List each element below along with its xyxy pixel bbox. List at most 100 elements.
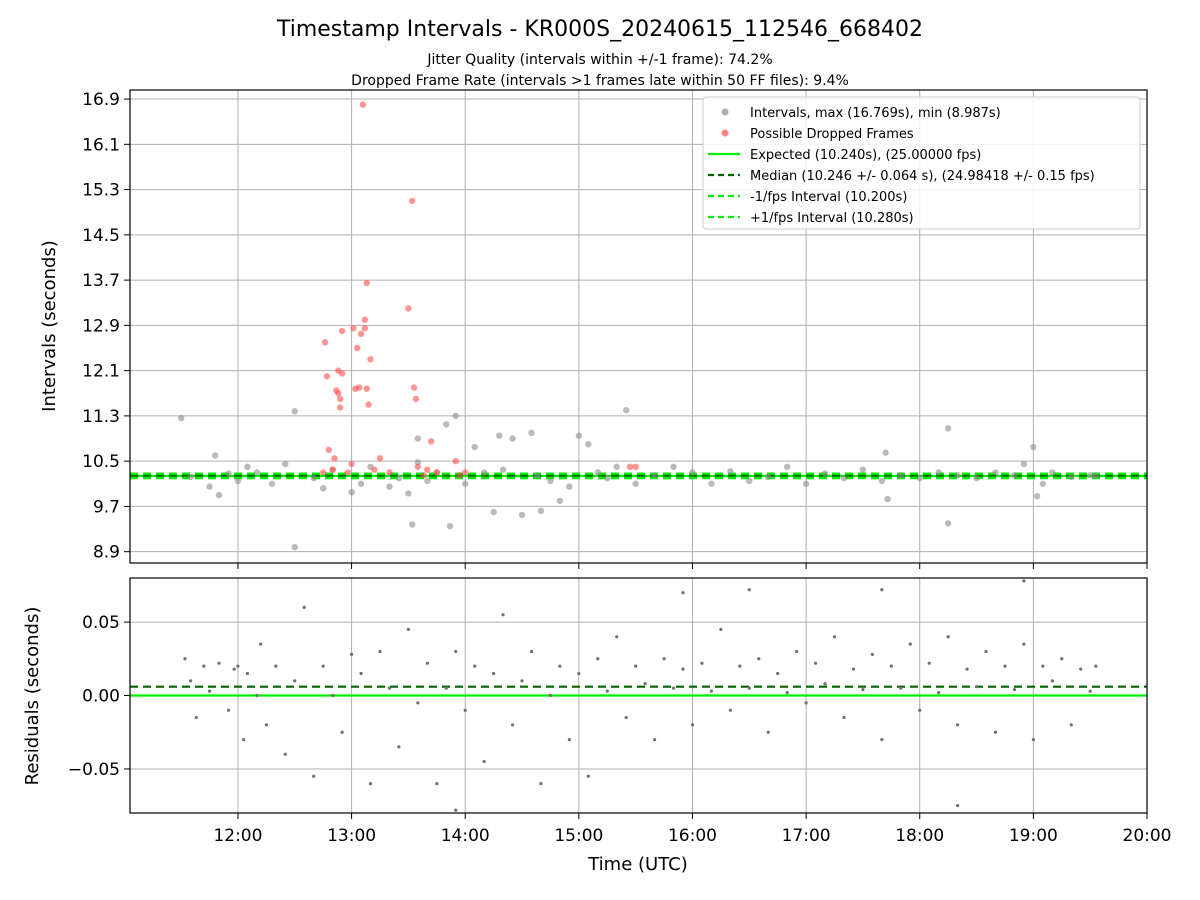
residuals-point xyxy=(956,723,960,727)
intervals-y-ticks: 8.9 9.7 10.5 11.3 12.1 12.9 13.7 14.5 15.3 16.1 16… xyxy=(82,90,130,563)
intervals-point xyxy=(821,470,829,477)
possible-dropped-frames-point xyxy=(363,279,370,287)
possible-dropped-frames-point xyxy=(337,395,344,403)
residuals-point xyxy=(387,686,392,690)
bot-y-tick-label: 0.00 xyxy=(82,687,120,707)
possible-dropped-frames-point xyxy=(361,324,369,332)
intervals-point xyxy=(234,477,242,485)
intervals-point xyxy=(765,473,772,481)
possible-dropped-frames-point xyxy=(337,404,344,411)
intervals-point xyxy=(859,466,867,473)
residuals-point xyxy=(1069,723,1073,727)
intervals-point xyxy=(1049,469,1056,476)
intervals-point xyxy=(1020,460,1028,468)
top-y-tick-label: 12.1 xyxy=(82,362,120,382)
possible-dropped-frames-point xyxy=(350,324,357,332)
bot-y-tick-label: 0.05 xyxy=(82,613,120,633)
x-tick-label: 19:00 xyxy=(1009,826,1058,846)
residuals-point xyxy=(539,782,543,786)
residuals-point xyxy=(232,667,236,671)
intervals-point xyxy=(446,523,454,530)
residuals-point xyxy=(785,690,789,695)
legend-marker xyxy=(721,129,729,137)
intervals-point xyxy=(443,421,450,428)
intervals-point xyxy=(528,429,535,437)
intervals-point xyxy=(651,472,658,479)
possible-dropped-frames-point xyxy=(331,455,338,462)
residuals-point xyxy=(634,664,638,668)
x-tick-label: 14:00 xyxy=(441,826,490,846)
intervals-point xyxy=(319,485,327,492)
residuals-y-ticks: −0.05 0.00 0.05 xyxy=(68,613,130,780)
residuals-point xyxy=(974,685,979,689)
residuals-point xyxy=(444,686,448,690)
residuals-point xyxy=(274,664,278,668)
residuals-point xyxy=(652,737,657,742)
possible-dropped-frames-point xyxy=(424,466,431,473)
intervals-point xyxy=(452,412,459,420)
top-y-tick-label: 15.3 xyxy=(82,181,120,201)
residuals-point xyxy=(236,664,240,668)
intervals-point xyxy=(746,477,753,485)
residuals-point xyxy=(255,693,259,698)
intervals-point xyxy=(215,491,223,499)
intervals-point xyxy=(783,463,791,471)
residuals-point xyxy=(226,708,231,712)
residuals-point xyxy=(1012,688,1017,692)
intervals-plot-frame xyxy=(129,89,1148,564)
possible-dropped-frames-point xyxy=(427,438,435,445)
residuals-x-ticks: 12:00 13:00 14:00 15:00 16:00 17:00 18:00 19:00… xyxy=(213,813,1172,846)
intervals-point xyxy=(291,543,298,551)
residuals-point xyxy=(567,737,571,742)
intervals-panel: 8.9 9.7 10.5 11.3 12.1 12.9 13.7 14.5 15.3 16.1 16… xyxy=(39,89,1148,569)
residuals-point xyxy=(747,686,751,690)
residuals-point xyxy=(813,661,818,665)
top-y-tick-label: 8.9 xyxy=(93,543,120,563)
residuals-point xyxy=(501,613,505,617)
intervals-point xyxy=(395,474,403,482)
possible-dropped-frames-point xyxy=(452,457,459,465)
residuals-point xyxy=(899,686,903,690)
x-tick-label: 20:00 xyxy=(1123,826,1172,846)
intervals-point xyxy=(944,520,952,527)
intervals-y-axis-label: Intervals (seconds) xyxy=(39,240,60,412)
residuals-point xyxy=(406,627,410,632)
residuals-point xyxy=(548,693,553,698)
residuals-point xyxy=(321,664,325,668)
residuals-point xyxy=(738,664,742,668)
possible-dropped-frames-point xyxy=(363,385,370,392)
possible-dropped-frames-point xyxy=(405,305,412,312)
intervals-point xyxy=(509,435,516,442)
residuals-point xyxy=(425,661,429,665)
residuals-point xyxy=(349,652,354,656)
residuals-point xyxy=(946,635,950,639)
residuals-point xyxy=(245,671,250,676)
possible-dropped-frames-point xyxy=(361,316,369,323)
possible-dropped-frames-point xyxy=(462,469,469,476)
residuals-point xyxy=(757,657,761,661)
possible-dropped-frames-point xyxy=(456,472,463,479)
residuals-point xyxy=(183,657,187,661)
intervals-point xyxy=(518,511,526,519)
residuals-point xyxy=(331,693,335,698)
possible-dropped-frames-point xyxy=(386,469,393,476)
residuals-point xyxy=(207,689,212,693)
intervals-point xyxy=(897,472,904,479)
residuals-point xyxy=(283,752,287,756)
residuals-point xyxy=(454,808,458,812)
residuals-point xyxy=(880,588,884,592)
residuals-point xyxy=(397,745,401,749)
intervals-point xyxy=(537,507,545,515)
residuals-point xyxy=(359,671,363,676)
intervals-point xyxy=(386,483,393,490)
residuals-point xyxy=(804,701,808,705)
residuals-point xyxy=(823,682,827,686)
chart-title: Timestamp Intervals - KR000S_20240615_11… xyxy=(276,17,923,42)
residuals-point xyxy=(586,774,590,778)
possible-dropped-frames-point xyxy=(338,327,346,335)
residuals-point xyxy=(671,686,676,690)
intervals-point xyxy=(622,407,630,414)
intervals-point xyxy=(414,459,422,466)
intervals-point xyxy=(585,440,592,448)
possible-dropped-frames-point xyxy=(408,197,416,205)
